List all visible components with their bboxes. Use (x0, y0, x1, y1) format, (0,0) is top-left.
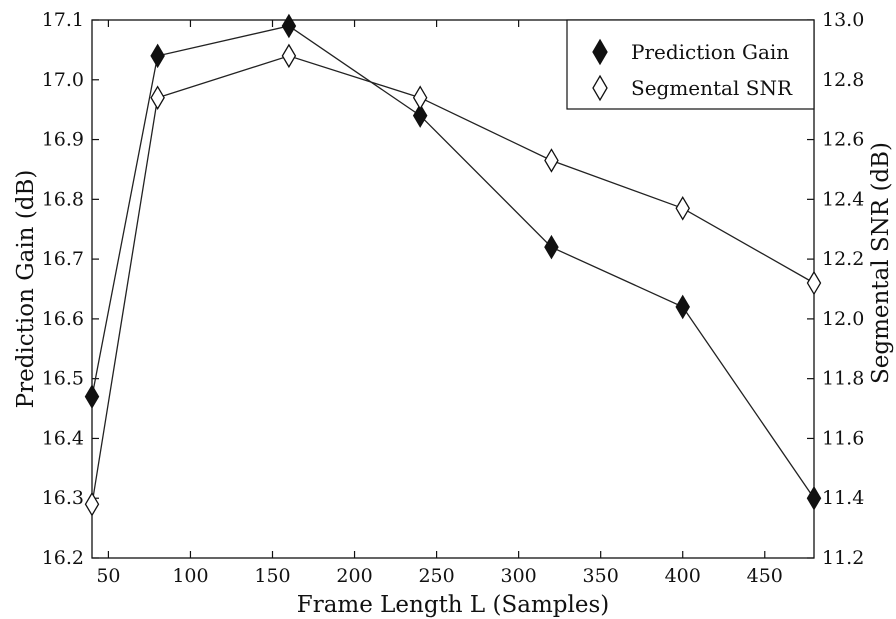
y-right-tick-label: 11.6 (822, 427, 864, 449)
y-right-tick-label: 12.0 (822, 308, 864, 330)
y-right-tick-label: 11.2 (822, 547, 864, 569)
y-left-tick-label: 16.8 (42, 188, 84, 210)
data-point-prediction-gain (84, 384, 100, 409)
y-right-axis-ticks: 11.2 11.4 11.6 11.8 12.0 12.2 12.4 12.6 12.8 13.0 (807, 9, 864, 569)
x-axis-title: Frame Length L (Samples) (297, 592, 610, 618)
data-point-segmental-snr (84, 491, 100, 517)
x-tick-label: 150 (254, 565, 290, 587)
series-line-segmental-snr (91, 55, 815, 505)
x-tick-label: 250 (418, 565, 454, 587)
x-tick-label: 300 (501, 565, 537, 587)
x-axis-ticks: 50 100 150 200 250 300 350 400 450 (96, 20, 783, 587)
y-left-tick-label: 16.2 (42, 547, 84, 569)
data-point-prediction-gain (806, 485, 822, 511)
y-left-tick-label: 16.9 (42, 129, 84, 151)
data-point-prediction-gain (544, 234, 559, 260)
data-point-segmental-snr (412, 85, 428, 110)
y-left-tick-label: 16.5 (42, 368, 84, 390)
x-tick-label: 400 (665, 565, 701, 587)
y-right-tick-label: 12.8 (822, 69, 864, 91)
series-layer (84, 13, 822, 517)
legend-box (566, 19, 815, 110)
data-point-segmental-snr (544, 148, 559, 173)
data-point-prediction-gain (150, 43, 165, 69)
y-left-tick-label: 17.0 (42, 69, 84, 91)
data-point-segmental-snr (281, 43, 297, 69)
data-point-prediction-gain (281, 13, 297, 39)
y-right-tick-label: 13.0 (822, 9, 864, 31)
x-tick-label: 200 (336, 565, 372, 587)
y-right-tick-label: 11.8 (822, 368, 864, 390)
data-point-prediction-gain (412, 103, 428, 128)
y-right-tick-label: 12.4 (822, 188, 864, 210)
data-point-segmental-snr (150, 85, 165, 110)
y-right-tick-label: 11.4 (822, 487, 864, 509)
y-left-tick-label: 16.7 (42, 248, 84, 270)
legend-label-segmental-snr: Segmental SNR (631, 76, 793, 100)
legend-label-prediction-gain: Prediction Gain (631, 40, 789, 64)
legend: Prediction Gain Segmental SNR (566, 19, 815, 110)
y-right-tick-label: 12.6 (822, 129, 864, 151)
y-left-axis-ticks: 16.2 16.3 16.4 16.5 16.6 16.7 16.8 16.9 17.0 17.1 (42, 9, 99, 569)
y-left-axis-title: Prediction Gain (dB) (13, 170, 39, 409)
y-left-tick-label: 16.4 (42, 427, 84, 449)
y-right-tick-label: 12.2 (822, 248, 864, 270)
data-point-prediction-gain (675, 294, 690, 320)
y-left-tick-label: 16.6 (42, 308, 84, 330)
legend-marker-prediction-gain (592, 38, 608, 66)
x-tick-label: 350 (583, 565, 619, 587)
data-point-segmental-snr (675, 196, 690, 221)
data-point-segmental-snr (806, 270, 822, 296)
x-tick-label: 50 (96, 565, 120, 587)
y-left-tick-label: 16.3 (42, 487, 84, 509)
x-tick-label: 450 (747, 565, 783, 587)
x-tick-label: 100 (172, 565, 208, 587)
y-left-tick-label: 17.1 (42, 9, 84, 31)
legend-marker-segmental-snr (592, 74, 608, 102)
y-right-axis-title: Segmental SNR (dB) (868, 142, 894, 384)
